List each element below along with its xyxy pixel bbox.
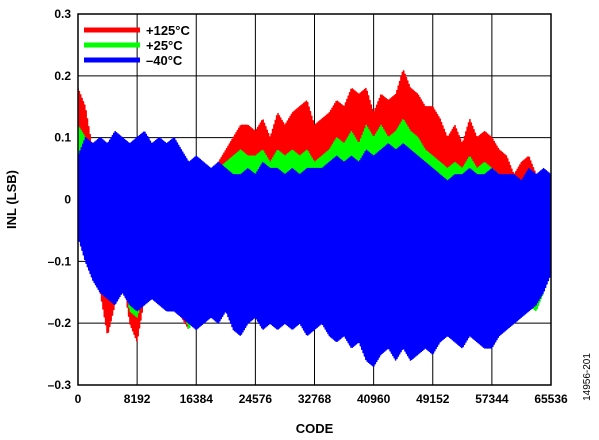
plot-area [78, 70, 551, 367]
legend: +125°C+25°C–40°C [84, 23, 190, 68]
x-tick-label: 16384 [180, 392, 214, 406]
legend-label: +25°C [146, 38, 183, 53]
x-tick-label: 0 [75, 392, 82, 406]
x-tick-label: 49152 [416, 392, 450, 406]
x-tick-label: 57344 [475, 392, 509, 406]
x-tick-label: 65536 [534, 392, 568, 406]
y-axis-title: INL (LSB) [4, 170, 19, 229]
y-tick-label: 0.3 [54, 7, 71, 21]
y-tick-label: 0.1 [54, 131, 71, 145]
plot-frame [77, 13, 552, 386]
x-tick-label: 40960 [357, 392, 391, 406]
y-tick-label: –0.1 [48, 254, 72, 268]
x-tick-label: 32768 [298, 392, 332, 406]
legend-label: +125°C [146, 23, 190, 38]
series-line [78, 130, 551, 367]
x-tick-labels: 0 8192 16384 24576 32768 40960 49152 57344 65536 [75, 392, 568, 406]
x-tick-label: 8192 [124, 392, 151, 406]
y-tick-label: 0.2 [54, 69, 71, 83]
x-axis-title: CODE [296, 421, 334, 436]
figure-id: 14956-201 [582, 353, 593, 401]
y-tick-label: –0.3 [48, 378, 72, 392]
y-tick-label: –0.2 [48, 316, 72, 330]
legend-label: –40°C [146, 53, 183, 68]
y-tick-label: 0 [64, 193, 71, 207]
y-tick-labels: –0.3 –0.2 –0.1 0 0.1 0.2 0.3 [48, 7, 72, 392]
x-tick-label: 24576 [239, 392, 273, 406]
